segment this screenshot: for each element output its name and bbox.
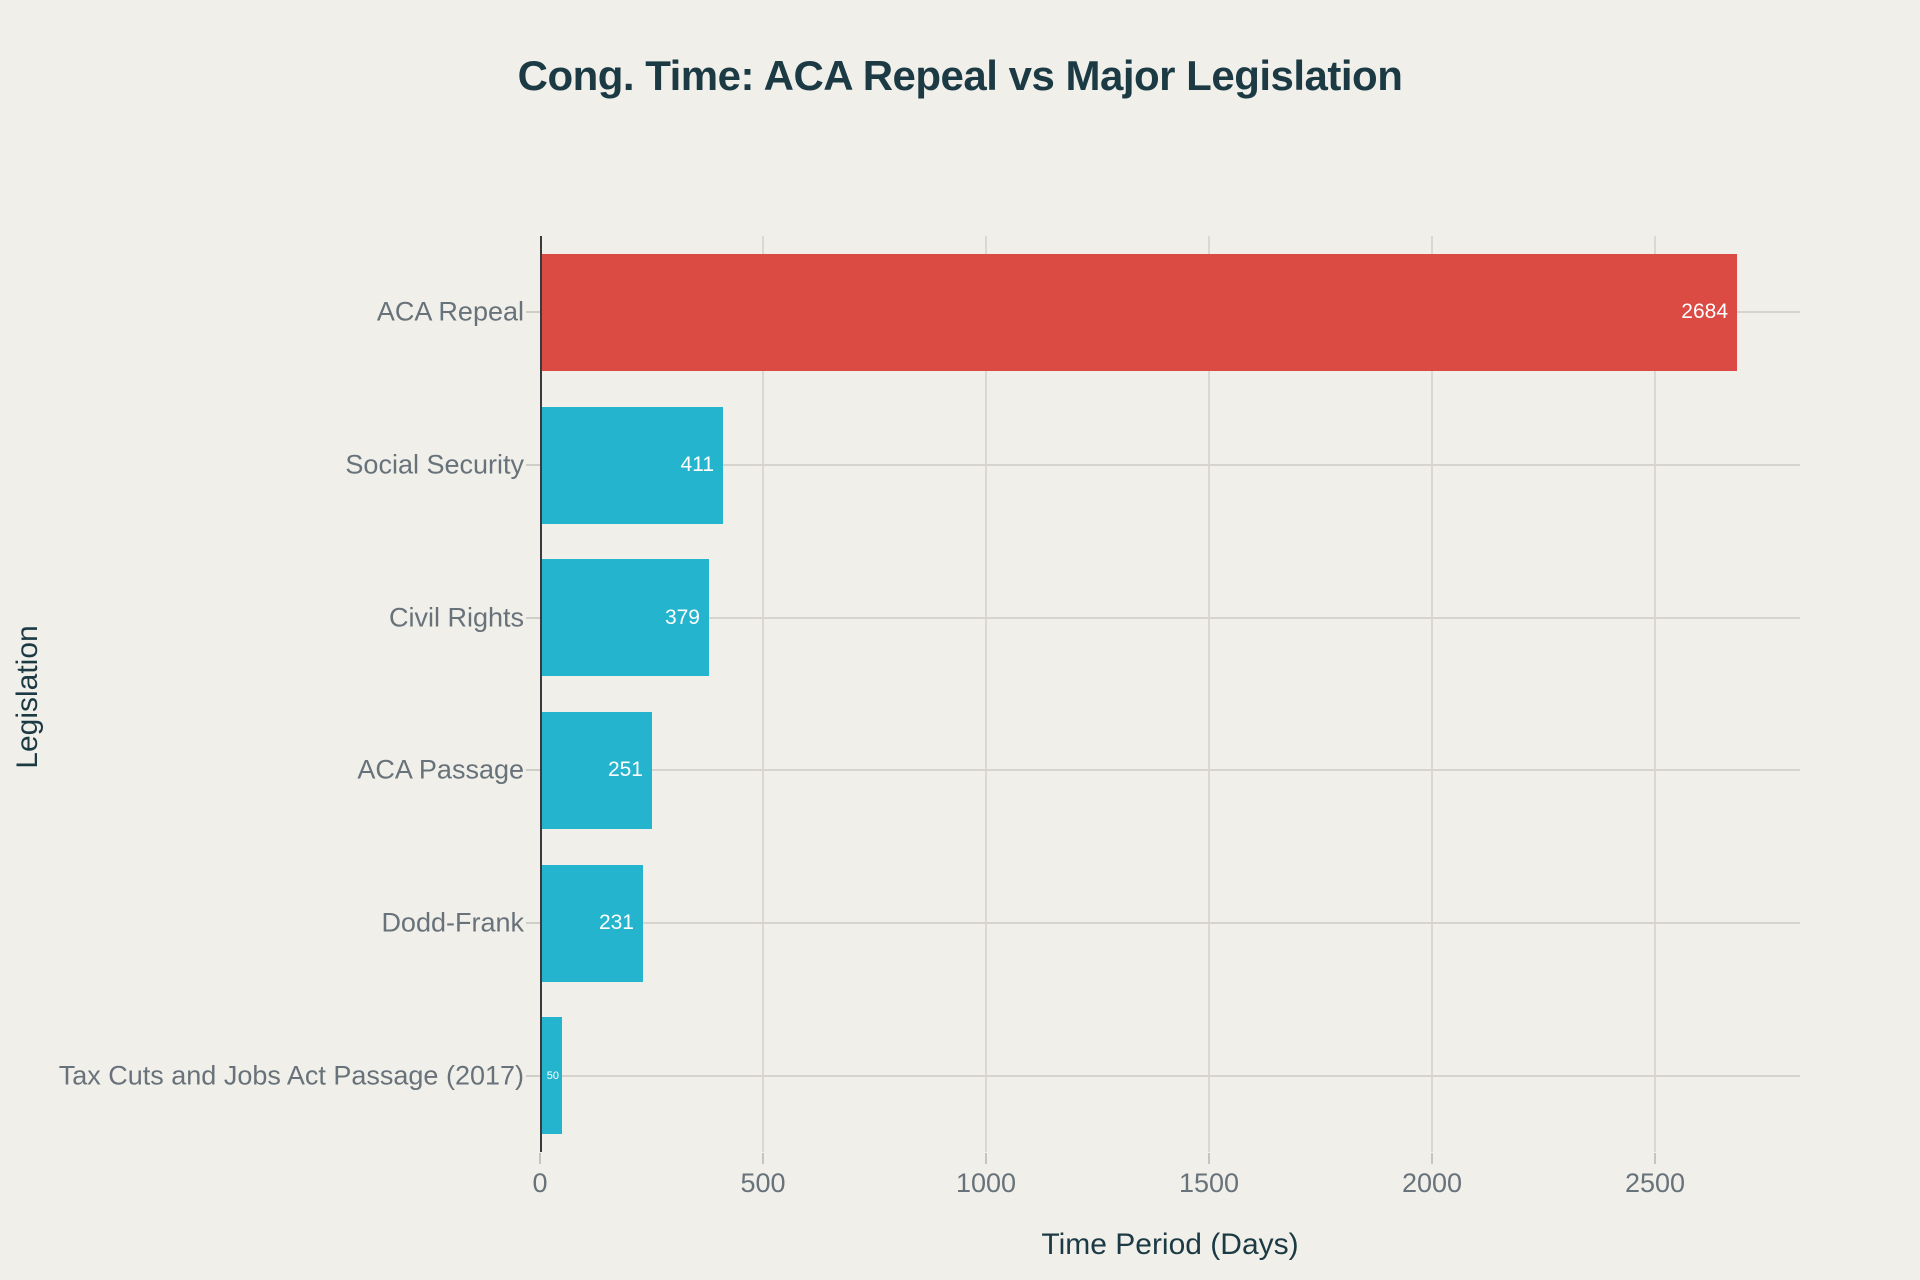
- y-category-label: Tax Cuts and Jobs Act Passage (2017): [58, 1060, 524, 1091]
- y-tick-mark: [526, 311, 540, 314]
- x-gridline: [1431, 236, 1434, 1152]
- x-tick-label: 1500: [1178, 1168, 1240, 1198]
- bar-value-label: 411: [680, 453, 714, 476]
- y-axis-line: [540, 236, 542, 1152]
- x-tick-mark: [539, 1153, 541, 1164]
- y-axis-title: Legislation: [11, 625, 44, 769]
- bar-social-security[interactable]: 411: [540, 406, 723, 524]
- bar-tax-cuts-and-jobs-act-passage-2017-[interactable]: 50: [540, 1017, 562, 1135]
- bar-value-label: 251: [607, 758, 643, 782]
- x-tick-mark: [1654, 1153, 1657, 1164]
- bar-value-label: 50: [546, 1069, 559, 1082]
- bar-civil-rights[interactable]: 379: [540, 559, 709, 677]
- chart-title: Cong. Time: ACA Repeal vs Major Legislat…: [517, 52, 1403, 99]
- x-tick-label: 2000: [1401, 1168, 1463, 1198]
- x-tick-mark: [762, 1153, 764, 1164]
- y-gridline: [540, 769, 1800, 772]
- bar-dodd-frank[interactable]: 231: [540, 864, 643, 982]
- y-gridline: [540, 1074, 1800, 1077]
- bar-value-label: 231: [598, 911, 634, 934]
- y-gridline: [540, 922, 1800, 924]
- plot-area[interactable]: 2684 411 379 251 231 50: [526, 236, 1800, 1152]
- y-category-label: ACA Passage: [357, 754, 524, 785]
- y-category-label: Civil Rights: [388, 602, 524, 633]
- y-tick-mark: [526, 1074, 540, 1077]
- x-tick-mark: [1431, 1153, 1434, 1164]
- y-gridline: [540, 616, 1800, 619]
- bar-aca-passage[interactable]: 251: [540, 711, 652, 829]
- x-tick-mark: [985, 1153, 988, 1164]
- x-tick-label: 1000: [955, 1168, 1017, 1198]
- y-category-label: Dodd-Frank: [381, 907, 524, 938]
- bar-value-label: 379: [664, 605, 700, 629]
- x-tick-label: 500: [740, 1168, 786, 1198]
- y-tick-mark: [526, 464, 540, 466]
- x-axis-title: Time Period (Days): [1041, 1228, 1299, 1261]
- x-gridline: [1208, 236, 1211, 1152]
- x-tick-mark: [1208, 1153, 1211, 1164]
- x-gridline: [985, 236, 988, 1152]
- y-category-label: Social Security: [345, 449, 524, 480]
- y-tick-mark: [526, 922, 540, 924]
- bar-aca-repeal[interactable]: 2684: [540, 253, 1737, 371]
- y-category-label: ACA Repeal: [376, 296, 524, 327]
- x-tick-label: 0: [532, 1168, 548, 1198]
- bar-value-label: 2684: [1681, 300, 1728, 324]
- x-gridline: [1654, 236, 1657, 1152]
- x-tick-label: 2500: [1624, 1168, 1686, 1198]
- y-tick-mark: [526, 616, 540, 619]
- y-tick-mark: [526, 769, 540, 772]
- x-gridline: [762, 236, 764, 1152]
- y-gridline: [540, 464, 1800, 466]
